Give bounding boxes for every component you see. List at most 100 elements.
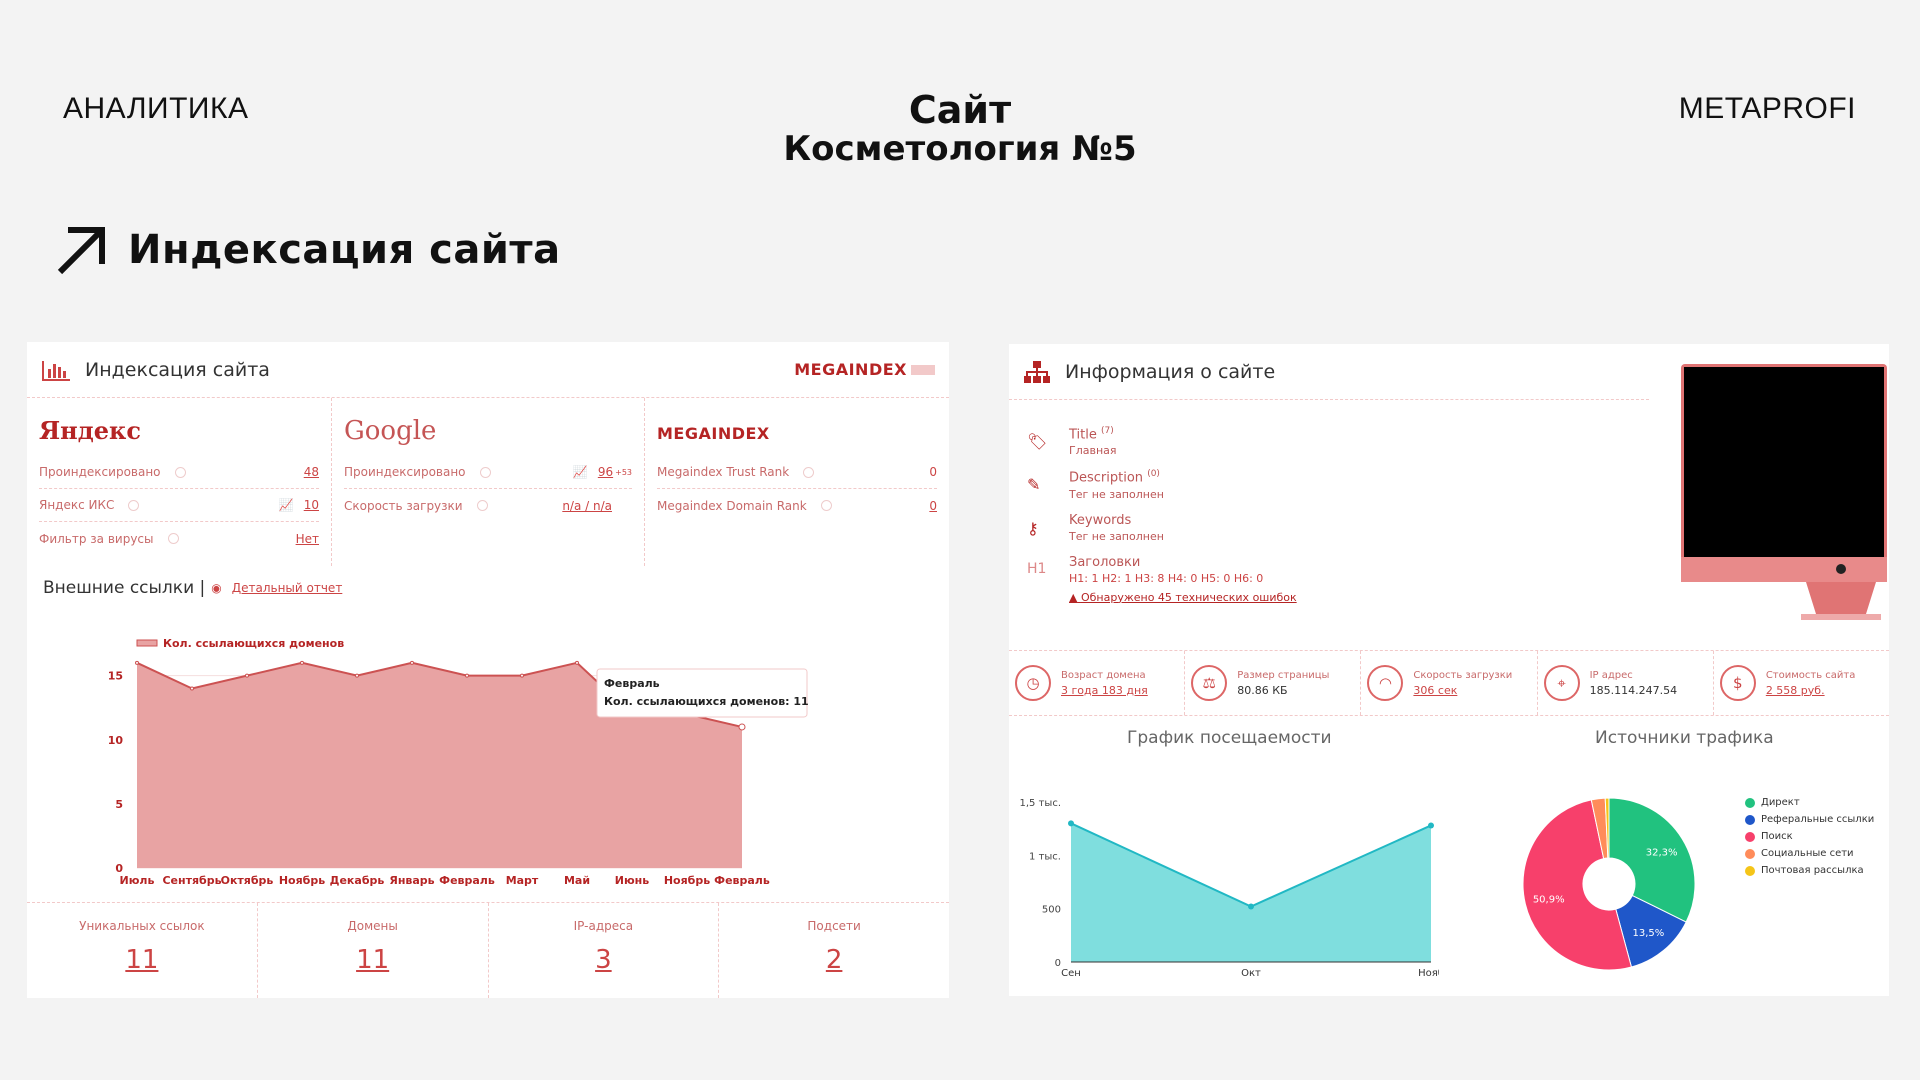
trend-icon[interactable]: 📈: [278, 498, 294, 512]
warning-icon: ▲: [1069, 590, 1078, 604]
referring-domains-chart: 0 5 10 15 Июль Сентябрь Октябрь Ноябрь Декабрь Ян…: [108, 637, 809, 887]
sitemap-icon: [1024, 360, 1050, 383]
row-label: Megaindex Domain Rank: [657, 498, 807, 513]
row-value-link[interactable]: 10: [303, 498, 319, 512]
stat-value-link[interactable]: 306 сек: [1413, 683, 1458, 697]
meta-count: (7): [1101, 426, 1114, 436]
traffic-pie-chart: 32,3% 13,5% 50,9%: [1522, 797, 1696, 971]
meta-key-text: Title: [1069, 427, 1097, 443]
row-value-link[interactable]: 48: [303, 465, 319, 479]
site-info-panel: Информация о сайте 🏷 Title (7) Главная ✎…: [1009, 344, 1889, 996]
legend-item[interactable]: Директ: [1745, 794, 1874, 811]
legend-label: Почтовая рассылка: [1761, 865, 1864, 876]
y-tick-label: 0: [115, 862, 123, 875]
pie-slice-label: 50,9%: [1533, 894, 1565, 905]
row-value-link[interactable]: Нет: [295, 531, 319, 546]
trust-rank-row: Megaindex Trust Rank 0: [657, 456, 937, 489]
y-tick-label: 500: [1042, 905, 1061, 916]
stat-value: 80.86 КБ: [1237, 683, 1288, 697]
meta-value: Тег не заполнен: [1069, 529, 1164, 543]
google-indexed-row: Проиндексировано 📈 96 +53: [344, 456, 632, 489]
stat-domains: Домены 11: [258, 903, 489, 998]
area-fill: [137, 662, 742, 868]
info-icon[interactable]: [128, 499, 140, 511]
y-tick-label: 5: [115, 798, 123, 811]
row-value-link[interactable]: 96: [597, 465, 614, 479]
info-icon[interactable]: [167, 533, 179, 544]
info-icon[interactable]: [174, 466, 186, 478]
legend-item[interactable]: Социальные сети: [1745, 845, 1874, 862]
legend-item[interactable]: Почтовая рассылка: [1745, 862, 1874, 879]
pie-slice: [1522, 799, 1633, 971]
meta-key: Keywords: [1069, 512, 1132, 528]
location-pin-icon: ⌖: [1543, 665, 1580, 701]
row-label: Проиндексировано: [39, 465, 161, 479]
y-tick-label: 1,5 тыс.: [1020, 798, 1061, 809]
meta-value: Тег не заполнен: [1069, 487, 1164, 501]
traffic-chart-title: Источники трафика: [1595, 728, 1774, 748]
h1-icon: H1: [1027, 560, 1047, 577]
stat-label: IP-адреса: [573, 919, 634, 933]
legend-swatch: [136, 639, 158, 647]
x-tick-label: Октябрь: [221, 874, 274, 887]
stat-label: Размер страницы: [1237, 669, 1330, 681]
megaindex-column: MEGAINDEX Megaindex Trust Rank 0 Megaind…: [645, 398, 949, 566]
indexing-panel: Индексация сайта MEGAINDEX Яндекс Проинд…: [27, 342, 949, 998]
legend-label: Поиск: [1761, 831, 1793, 842]
megaindex-logo-text: MEGAINDEX: [794, 360, 907, 379]
stat-label: Подсети: [807, 919, 861, 933]
x-tick-label: Февраль: [439, 874, 495, 887]
info-icon[interactable]: [820, 500, 832, 511]
stat-load-speed: ◠ Скорость загрузки 306 сек: [1361, 651, 1538, 715]
legend-item[interactable]: Поиск: [1745, 828, 1874, 845]
legend-swatch: [1745, 831, 1755, 842]
page-title-line2: Косметология №5: [783, 129, 1137, 169]
indexing-panel-header: Индексация сайта MEGAINDEX: [27, 342, 949, 398]
stat-value-link[interactable]: 3 года 183 дня: [1061, 683, 1148, 697]
info-icon[interactable]: [476, 500, 488, 511]
info-icon[interactable]: [479, 466, 491, 478]
x-tick-label: Окт: [1241, 968, 1261, 979]
row-label: Проиндексировано: [344, 465, 466, 479]
yandex-indexed-row: Проиндексировано 48: [39, 456, 319, 489]
x-tick-label: Ноябрь: [664, 874, 710, 887]
detailed-report-link[interactable]: Детальный отчет: [231, 581, 343, 595]
row-value-link[interactable]: n/a / n/a: [562, 498, 612, 513]
stat-domain-age: ◷ Возраст домена 3 года 183 дня: [1009, 651, 1186, 715]
pie-slice-label: 13,5%: [1632, 928, 1664, 939]
row-value: 0: [929, 465, 937, 479]
info-icon[interactable]: [803, 466, 815, 478]
data-point: [465, 673, 469, 678]
x-tick-label: Декабрь: [330, 874, 385, 887]
megaindex-logo: MEGAINDEX: [794, 360, 935, 379]
header-left-label: АНАЛИТИКА: [63, 92, 249, 125]
visits-chart: 0 500 1 тыс. 1,5 тыс. Сен Окт Нояб: [1020, 798, 1439, 979]
traffic-legend: Директ Реферальные ссылки Поиск Социальные …: [1745, 794, 1874, 879]
row-value-link[interactable]: 0: [929, 498, 937, 513]
legend-swatch: [1745, 848, 1755, 859]
trend-icon[interactable]: 📈: [572, 465, 588, 479]
legend-item[interactable]: Реферальные ссылки: [1745, 811, 1874, 828]
stat-value-link[interactable]: 3: [595, 945, 612, 975]
stat-ip-addresses: IP-адреса 3: [489, 903, 720, 998]
bar-chart-icon: [42, 360, 70, 381]
stat-value-link[interactable]: 11: [125, 945, 159, 975]
tooltip-box: [596, 668, 808, 718]
meta-description-row: ✎ Description (0) Тег не заполнен: [1027, 469, 1297, 500]
data-point: [738, 723, 746, 731]
pie-slice: [1604, 797, 1610, 859]
data-point: [520, 673, 524, 678]
row-label: Яндекс ИКС: [39, 498, 115, 512]
page-title-line1: Сайт: [908, 88, 1012, 132]
stat-value-link[interactable]: 2: [825, 945, 843, 975]
google-logo: Google: [344, 416, 437, 446]
y-tick-label: 0: [1055, 958, 1061, 969]
site-info-title: Информация о сайте: [1065, 360, 1276, 383]
stat-value-link[interactable]: 2 558 руб.: [1765, 683, 1825, 697]
speedometer-icon: ◠: [1367, 665, 1404, 701]
meta-count: (0): [1147, 469, 1160, 480]
x-tick-label: Июль: [120, 874, 155, 887]
legend-swatch: [1745, 865, 1755, 876]
stat-value-link[interactable]: 11: [356, 945, 390, 975]
errors-link[interactable]: ▲ Обнаружено 45 технических ошибок: [1069, 591, 1297, 604]
